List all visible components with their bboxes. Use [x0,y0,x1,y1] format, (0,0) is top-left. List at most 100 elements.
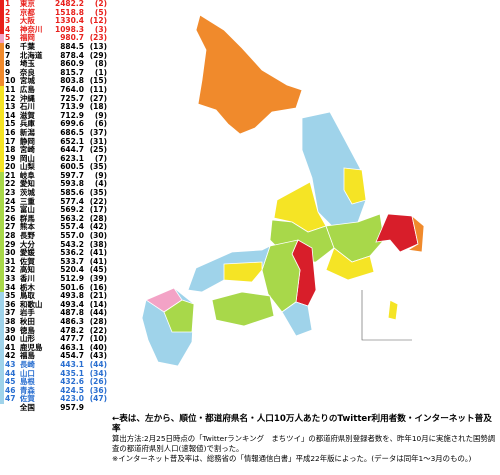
users-per-100k: 477.7 [60,334,84,344]
color-strip [0,395,4,404]
table-row: 46 青森 424.5 (36) [0,386,108,396]
rank: 22 [5,179,16,189]
users-per-100k: 597.7 [60,170,84,180]
internet-rank: (42) [89,222,107,232]
prefecture: 富山 [19,205,35,215]
users-per-100k: 815.7 [60,67,84,77]
color-strip [0,42,4,52]
internet-rank: (38) [89,239,107,249]
table-row: 8 埼玉 860.9 (8) [0,60,108,69]
color-strip [0,163,4,172]
internet-rank [85,404,108,413]
prefecture: 熊本 [19,222,35,232]
color-strip [0,0,4,9]
prefecture: 山口 [19,368,35,378]
internet-rank: (35) [89,162,107,172]
prefecture: 山梨 [19,162,35,172]
users-per-100k: 803.8 [60,76,84,86]
color-strip [0,25,4,35]
internet-rank: (15) [89,76,107,86]
table-row: 11 広島 764.0 (11) [0,85,108,95]
prefectures [141,14,425,367]
internet-rank: (7) [94,153,107,163]
internet-rank: (12) [89,16,107,26]
prefecture: 北海道 [19,50,43,60]
users-per-100k: 569.2 [60,205,84,215]
color-strip [0,94,4,104]
prefecture: 茨城 [19,188,35,198]
color-strip [0,146,4,155]
color-strip [0,223,4,233]
rank: 25 [5,205,16,215]
internet-rank: (16) [89,282,107,292]
users-per-100k: 443.1 [60,359,84,369]
prefecture: 愛媛 [19,248,35,258]
table-row: 2 京都 1518.8 (5) [0,7,108,18]
footer-note: ※インターネット普及率は、総務省の「情報通信白書」平成22年版によった。(データ… [112,454,472,463]
rank: 30 [5,248,16,258]
table-row: 27 熊本 557.4 (42) [0,222,108,233]
table-row: 35 鳥取 493.8 (21) [0,292,108,301]
internet-rank: (26) [89,377,107,387]
table-row: 15 兵庫 699.6 (6) [0,120,108,129]
users-per-100k: 878.4 [60,50,84,60]
users-per-100k: 557.4 [60,222,84,232]
internet-rank: (25) [89,145,107,155]
rank: 27 [5,222,16,232]
users-per-100k: 563.2 [60,213,84,223]
color-strip [0,335,4,344]
users-per-100k: 1518.8 [55,7,84,17]
prefecture: 栃木 [19,282,35,292]
rank: 45 [5,377,16,387]
users-per-100k: 435.1 [60,368,84,378]
color-strip [0,17,4,26]
internet-rank: (9) [94,170,107,180]
table-row: 18 宮崎 644.7 (25) [0,145,108,155]
prefecture: 高知 [19,265,35,275]
color-strip [0,232,4,241]
color-strip [0,240,4,250]
internet-rank: (3) [94,24,107,34]
color-strip [0,197,4,207]
internet-rank: (22) [89,325,107,335]
rank: 23 [5,188,16,198]
prefecture: 新潟 [19,127,35,137]
color-strip [0,360,4,370]
users-per-100k: 423.0 [60,394,84,404]
color-strip [0,189,4,198]
internet-rank: (4) [94,179,107,189]
japan-map [141,14,425,367]
prefecture: 山形 [19,334,35,344]
prefecture: 長崎 [19,359,35,369]
users-per-100k: 725.7 [60,93,84,103]
prefecture: 香川 [19,274,35,283]
color-strip [0,206,4,215]
table-row: 42 福島 454.7 (43) [0,352,108,361]
internet-rank: (28) [89,213,107,223]
prefecture: 静岡 [19,136,35,146]
table-row: 1 東京 2482.2 (2) [0,0,108,9]
table-row: 43 長崎 443.1 (44) [0,359,108,370]
okinawa [387,299,399,321]
rank: 37 [5,308,16,318]
rank: 10 [5,76,16,86]
table-row: 23 茨城 585.6 (35) [0,188,108,198]
rank: 40 [5,334,16,344]
users-per-100k: 493.8 [60,291,84,301]
prefecture: 島根 [19,377,35,387]
users-per-100k: 543.2 [60,239,84,249]
users-per-100k: 577.4 [60,196,84,206]
table-row: 5 福岡 980.7 (23) [0,34,108,43]
table-row: 22 愛知 593.8 (4) [0,179,108,190]
users-per-100k: 1330.4 [55,16,84,26]
internet-rank: (27) [89,93,107,103]
color-strip [0,171,4,181]
users-per-100k: 699.6 [60,119,84,129]
color-strip [0,180,4,190]
users-per-100k: 454.7 [60,351,84,361]
table-row: 44 山口 435.1 (34) [0,368,108,379]
internet-rank: (14) [89,299,107,309]
prefecture: 秋田 [19,316,35,326]
internet-rank: (28) [89,316,107,326]
internet-rank: (17) [89,205,107,215]
